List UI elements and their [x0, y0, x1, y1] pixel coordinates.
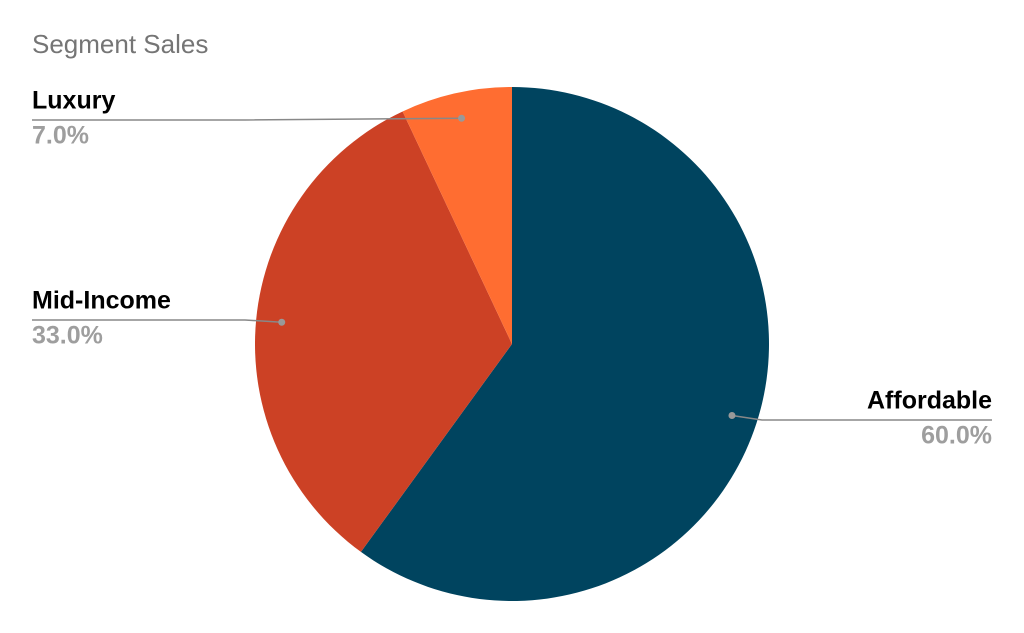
slice-value-label: 7.0% — [32, 122, 89, 150]
chart-title: Segment Sales — [32, 29, 208, 59]
leader-dot — [728, 411, 736, 419]
slice-label: Mid-Income — [32, 287, 171, 315]
leader-line — [32, 117, 462, 121]
leader-dot — [278, 318, 286, 326]
leader-dot — [458, 114, 466, 122]
slice-label: Luxury — [32, 87, 115, 115]
slice-label: Affordable — [867, 387, 992, 415]
slice-value-label: 33.0% — [32, 322, 103, 350]
pie-slice — [402, 87, 512, 344]
slice-value-label: 60.0% — [921, 422, 992, 450]
pie-slice — [254, 111, 512, 552]
leader-line — [731, 414, 992, 421]
leader-line — [32, 319, 282, 323]
pie-slice — [360, 87, 770, 601]
